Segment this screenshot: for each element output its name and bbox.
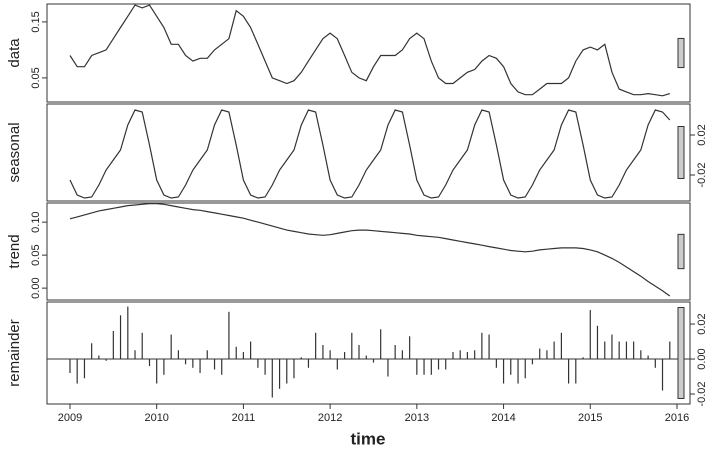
panel-label: seasonal (6, 122, 23, 182)
range-bar (677, 307, 685, 399)
y-tick-label: 0.00 (30, 277, 42, 298)
panel-frame (46, 103, 691, 202)
panel-frame (46, 3, 691, 103)
y-tick-label: -0.02 (696, 381, 708, 406)
range-bar (677, 126, 685, 179)
panel-label: trend (6, 234, 23, 268)
range-bar (677, 37, 685, 69)
x-tick-label: 2016 (665, 412, 689, 424)
y-tick-label: -0.02 (696, 162, 708, 187)
x-tick-label: 2013 (405, 412, 429, 424)
series-line (69, 4, 670, 97)
panel-label: data (6, 38, 23, 68)
panel-label: remainder (6, 319, 23, 387)
y-tick-label: 0.10 (30, 211, 42, 232)
series-line (69, 203, 671, 297)
x-tick-label: 2010 (144, 412, 168, 424)
y-tick-label: 0.05 (30, 244, 42, 265)
series-line (69, 109, 671, 199)
range-bar (677, 233, 685, 270)
y-tick-label: 0.02 (696, 124, 708, 145)
panel-frame (46, 301, 691, 405)
x-tick-label: 2014 (491, 412, 515, 424)
x-axis-label: time (351, 429, 386, 448)
y-tick-label: 0.00 (696, 348, 708, 369)
x-tick-label: 2015 (578, 412, 602, 424)
x-tick-label: 2012 (318, 412, 342, 424)
y-tick-label: 0.02 (696, 313, 708, 334)
panel-frame (46, 202, 691, 301)
y-tick-label: 0.05 (30, 67, 42, 88)
y-tick-label: 0.15 (30, 11, 42, 32)
x-tick-label: 2009 (58, 412, 82, 424)
x-tick-label: 2011 (232, 412, 256, 424)
